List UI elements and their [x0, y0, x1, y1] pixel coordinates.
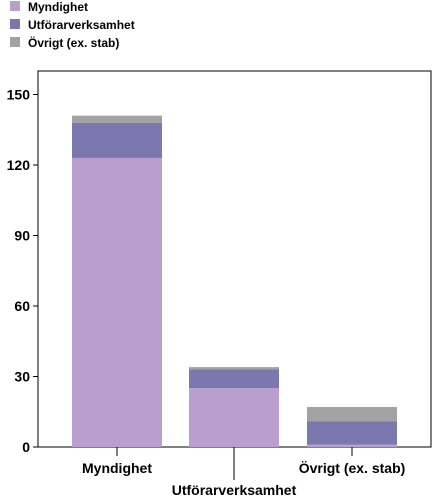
- y-tick-label: 150: [7, 87, 31, 103]
- bar-utf-rarverksamhet-myndighet: [189, 388, 279, 447]
- bar-utf-rarverksamhet-vrigt-ex-stab: [189, 367, 279, 370]
- y-tick-label: 30: [14, 369, 30, 385]
- bar-myndighet-utf-rarverksamhet: [72, 122, 162, 158]
- y-tick-label: 60: [14, 298, 30, 314]
- bar-vrigt-ex-stab-utf-rarverksamhet: [307, 421, 397, 445]
- legend-swatch-vrigt-ex-stab: [10, 37, 20, 47]
- bar-vrigt-ex-stab-vrigt-ex-stab: [307, 407, 397, 422]
- bar-vrigt-ex-stab-myndighet: [307, 444, 397, 447]
- legend-label-vrigt-ex-stab: Övrigt (ex. stab): [28, 35, 119, 50]
- legend-label-myndighet: Myndighet: [28, 0, 88, 14]
- bar-utf-rarverksamhet-utf-rarverksamhet: [189, 369, 279, 389]
- x-category-label-vrigt-ex-stab: Övrigt (ex. stab): [299, 460, 406, 476]
- bars: [72, 115, 397, 447]
- legend-swatch-utf-rarverksamhet: [10, 19, 20, 29]
- y-tick-label: 120: [7, 157, 31, 173]
- bar-myndighet-myndighet: [72, 157, 162, 447]
- legend-label-utf-rarverksamhet: Utförarverksamhet: [28, 18, 135, 32]
- x-category-label-myndighet: Myndighet: [82, 460, 152, 476]
- y-tick-label: 0: [22, 439, 30, 455]
- y-tick-label: 90: [14, 228, 30, 244]
- legend: Myndighet Utförarverksamhet Övrigt (ex. st…: [10, 0, 135, 50]
- x-category-label-utf-rarverksamhet: Utförarverksamhet: [172, 482, 297, 498]
- bar-myndighet-vrigt-ex-stab: [72, 115, 162, 123]
- legend-swatch-myndighet: [10, 1, 20, 11]
- y-axis: 0 30 60 90 120 150: [7, 87, 38, 455]
